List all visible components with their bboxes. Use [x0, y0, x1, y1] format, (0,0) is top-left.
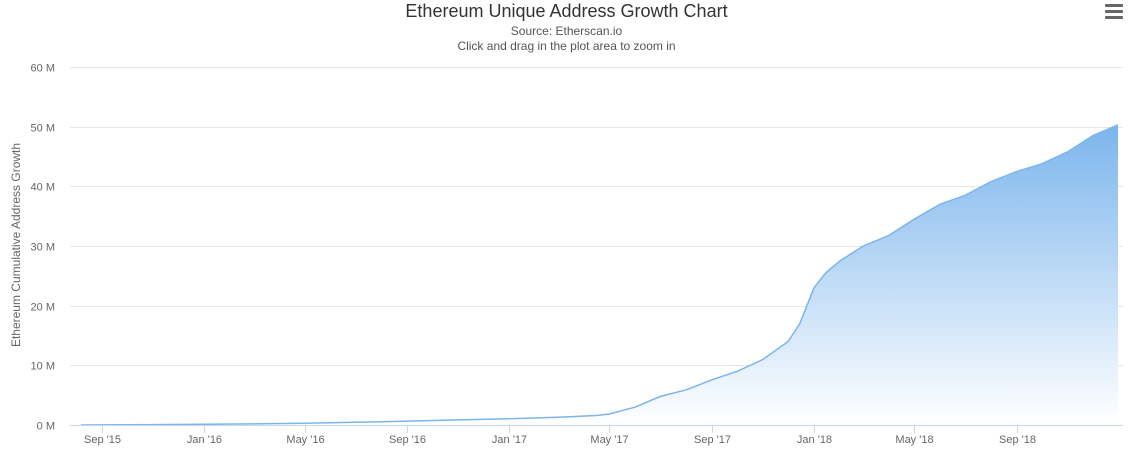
y-tick-label: 30 M	[31, 242, 55, 254]
x-tick-label: May '18	[895, 434, 933, 446]
chart-instructions: Click and drag in the plot area to zoom …	[457, 39, 676, 53]
hamburger-menu-icon[interactable]	[1105, 4, 1123, 20]
y-tick-label: 50 M	[31, 123, 55, 135]
x-tick-label: May '16	[286, 434, 324, 446]
y-tick-label: 60 M	[31, 63, 55, 75]
x-tick-label: Sep '16	[389, 434, 426, 446]
x-tick-label: Sep '17	[694, 434, 731, 446]
menu-line	[1105, 10, 1123, 13]
series-line[interactable]	[80, 124, 1119, 426]
menu-line	[1105, 4, 1123, 7]
y-tick-label: 10 M	[31, 361, 55, 373]
y-tick-label: 20 M	[31, 302, 55, 314]
y-tick-label: 40 M	[31, 182, 55, 194]
x-tick-label: Sep '15	[84, 434, 121, 446]
chart-subtitle: Source: Etherscan.io	[510, 24, 623, 38]
x-tick-label: Jan '17	[492, 434, 527, 446]
menu-line	[1105, 16, 1123, 19]
x-tick-label: Jan '16	[187, 434, 222, 446]
axes: 0 M 10 M 20 M 30 M 40 M 50 M 60 M Sep '15 Jan '1…	[31, 63, 1123, 446]
series-area[interactable]	[80, 124, 1118, 426]
x-tick-label: Jan '18	[797, 434, 832, 446]
chart-title: Ethereum Unique Address Growth Chart	[405, 1, 728, 21]
y-tick-label: 0 M	[37, 421, 55, 433]
plot-area[interactable]	[80, 124, 1119, 426]
x-tick-label: Sep '18	[999, 434, 1036, 446]
x-tick-label: May '17	[590, 434, 628, 446]
